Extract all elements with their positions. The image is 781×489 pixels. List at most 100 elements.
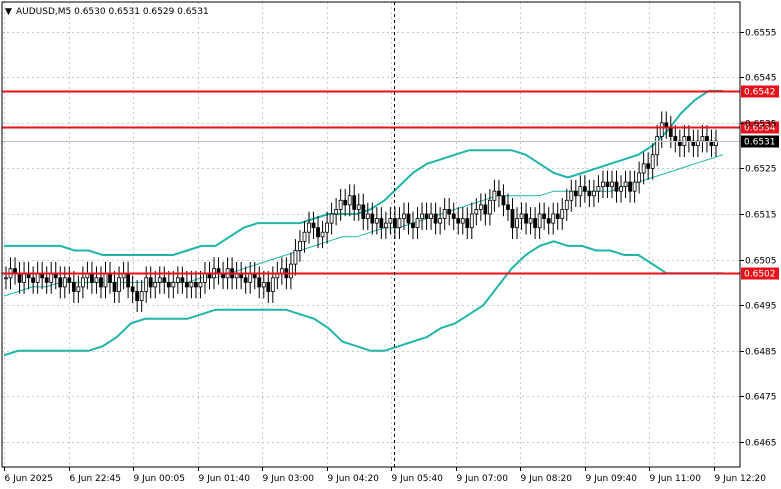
candle-body (347, 195, 352, 206)
candle-body (307, 222, 311, 233)
candle (166, 270, 171, 299)
candle (591, 179, 596, 208)
candle-body (270, 277, 275, 292)
level-tag-label: 0.6542 (744, 88, 776, 98)
candle-body (492, 190, 497, 201)
candle (352, 184, 357, 221)
price-axis[interactable]: 0.6555 0.6545 0.6535 0.6525 0.6515 0.6505 0.64… (740, 29, 777, 449)
candle-body (243, 277, 248, 283)
x-tick-label: 9 Jun 08:20 (521, 474, 573, 484)
candle-body (198, 281, 203, 288)
level-tag-label: 0.6502 (744, 270, 776, 280)
candle (53, 261, 58, 290)
candle (555, 202, 560, 230)
candle-body (316, 227, 320, 238)
candle (460, 207, 465, 235)
candle-body (515, 218, 519, 229)
candle-body (302, 231, 307, 242)
candle-body (62, 277, 67, 288)
candle (578, 175, 583, 208)
candle (175, 266, 180, 294)
level-tag (741, 121, 779, 134)
candle (696, 129, 700, 157)
candle (420, 202, 424, 230)
candle (515, 207, 519, 240)
candle (519, 202, 524, 230)
candle (356, 193, 361, 221)
bollinger-upper-line (4, 89, 723, 256)
candle (67, 266, 72, 294)
candle-body (614, 181, 619, 192)
candle-body (451, 213, 456, 219)
candle (144, 266, 149, 303)
candle-body (591, 190, 596, 197)
candle (610, 170, 614, 199)
candle (393, 207, 397, 240)
symbol-arrow-icon[interactable]: ▼ (5, 7, 12, 17)
horizontal-levels[interactable]: 0.6542 0.6534 0.6502 0.6531 (2, 85, 779, 280)
candle-body (293, 250, 298, 265)
candle-body (248, 272, 253, 283)
candle (465, 207, 470, 240)
candle (560, 198, 565, 230)
candle-body (705, 136, 709, 142)
candle (207, 261, 212, 290)
candle-body (528, 218, 533, 224)
candle-body (519, 213, 524, 219)
bollinger-lower-line (3, 240, 723, 357)
candle (605, 170, 610, 199)
candle (632, 170, 637, 203)
candle-body (668, 126, 673, 137)
candle (406, 202, 411, 235)
candle (442, 198, 447, 230)
x-tick-label: 6 Jun 22:45 (70, 474, 121, 484)
plot-frame (1, 1, 741, 468)
candle-body (659, 122, 664, 137)
candle (582, 175, 587, 203)
candle-body (144, 277, 149, 292)
candle (135, 280, 140, 312)
candle-body (478, 204, 483, 210)
candle (257, 266, 262, 299)
candle (673, 125, 678, 153)
candle (194, 270, 198, 299)
candle (655, 125, 660, 167)
candle-body (465, 218, 470, 229)
candle-body (700, 136, 705, 142)
candle-body (184, 281, 189, 288)
candle-body (483, 204, 488, 215)
candle-body (533, 218, 538, 229)
candle-body (420, 213, 424, 219)
candle (474, 198, 479, 226)
candle (637, 161, 642, 194)
candle-body (108, 272, 112, 283)
x-tick-label: 9 Jun 05:40 (392, 474, 444, 484)
candle (329, 202, 334, 235)
candle (298, 229, 302, 262)
level-tag (741, 267, 779, 280)
candle-body (646, 163, 651, 169)
candle (311, 211, 316, 240)
candle-body (632, 181, 637, 192)
candle (587, 179, 592, 208)
candle-body (352, 195, 357, 210)
candle-body (58, 277, 63, 288)
symbol-info: AUDUSD,M5 0.6530 0.6531 0.6529 0.6531 (16, 7, 209, 17)
x-tick-label: 9 Jun 03:00 (263, 474, 315, 484)
candle-body (497, 190, 501, 197)
candle-body (628, 181, 632, 192)
candle-body (139, 291, 144, 302)
candle-body (637, 172, 642, 183)
candle (528, 207, 533, 235)
candle (650, 143, 655, 180)
candle (487, 188, 492, 226)
time-axis[interactable]: 6 Jun 2025 6 Jun 22:45 9 Jun 00:05 9 Jun 01… (4, 467, 767, 484)
candle (189, 270, 194, 299)
candle-body (175, 277, 180, 283)
candle (573, 179, 578, 208)
candle-body (610, 181, 614, 188)
candle (117, 266, 121, 303)
y-tick-label: 0.6475 (745, 393, 777, 403)
candle-body (4, 277, 8, 280)
